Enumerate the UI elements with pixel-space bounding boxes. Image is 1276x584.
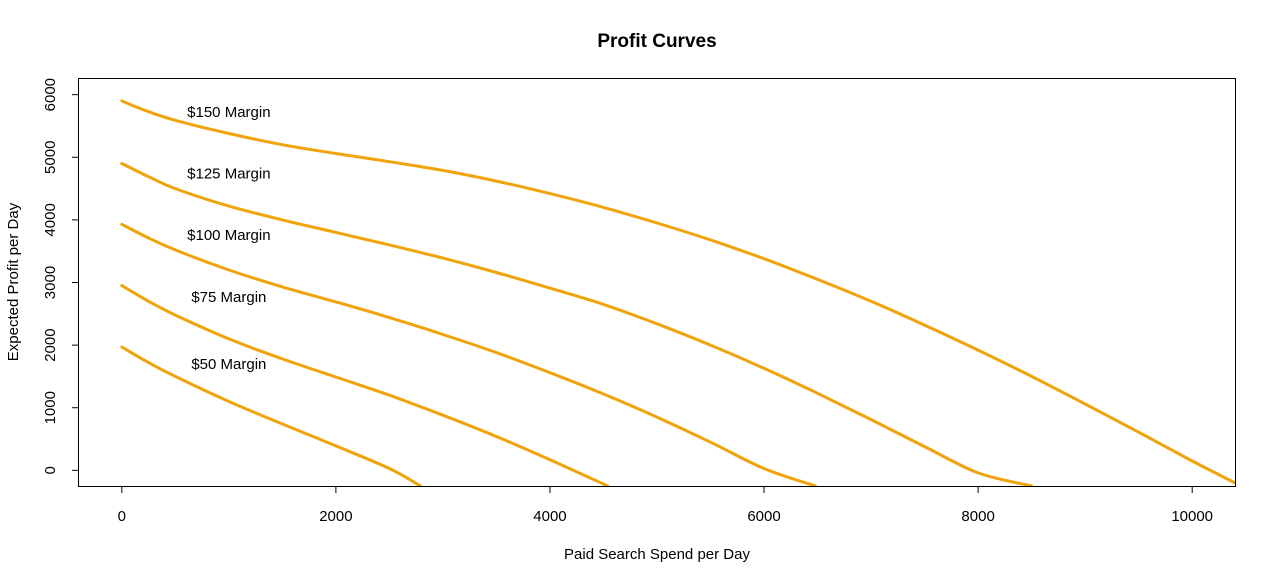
series-line-1 <box>120 162 1034 486</box>
series-label-0: $150 Margin <box>187 104 270 121</box>
y-tick-label: 4000 <box>42 203 59 236</box>
x-tick-label: 2000 <box>319 508 352 525</box>
series-line-2 <box>120 222 817 486</box>
x-tick-label: 0 <box>118 508 126 525</box>
series-line-4 <box>120 345 422 486</box>
series-line-0 <box>120 99 1235 485</box>
series-labels: $150 Margin $125 Margin $100 Margin $75 Mar… <box>187 104 270 373</box>
x-tick-label: 8000 <box>961 508 994 525</box>
y-tick-label: 0 <box>42 466 59 474</box>
y-tick-label: 5000 <box>42 141 59 174</box>
x-tick-label: 10000 <box>1171 508 1213 525</box>
x-axis: 0 2000 4000 6000 8000 10000 <box>118 486 1213 525</box>
series-line-3 <box>120 284 610 486</box>
series-label-4: $50 Margin <box>191 356 266 373</box>
y-tick-label: 1000 <box>42 391 59 424</box>
y-axis-label: Expected Profit per Day <box>5 202 22 361</box>
series-label-2: $100 Margin <box>187 227 270 244</box>
series-label-3: $75 Margin <box>191 289 266 306</box>
x-tick-label: 6000 <box>747 508 780 525</box>
series-label-1: $125 Margin <box>187 166 270 183</box>
y-tick-label: 3000 <box>42 266 59 299</box>
x-axis-label: Paid Search Spend per Day <box>564 546 750 563</box>
series-lines <box>120 99 1235 486</box>
x-tick-label: 4000 <box>533 508 566 525</box>
y-tick-label: 6000 <box>42 78 59 111</box>
y-axis: 0 1000 2000 3000 4000 5000 6000 <box>42 78 79 475</box>
chart-title: Profit Curves <box>597 31 716 52</box>
y-tick-label: 2000 <box>42 328 59 361</box>
